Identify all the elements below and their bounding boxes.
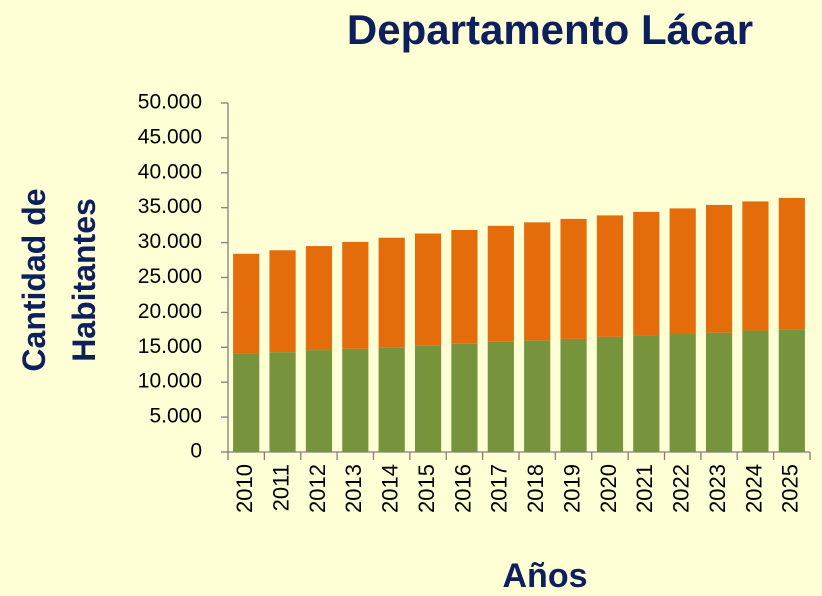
y-tick-label: 10.000 [138,370,202,393]
x-tick-label: 2014 [378,464,403,513]
bar-segment [269,250,296,353]
x-tick-label: 2011 [268,464,293,511]
bar-segment [269,352,296,452]
bar-segment [305,350,333,452]
bar-segment [487,341,514,452]
x-tick-label: 2021 [632,464,657,513]
bar-segment [414,345,442,452]
bar-segment [451,343,478,452]
bar-segment [524,222,551,341]
bar-segment [633,335,660,452]
bar-segment [378,237,405,348]
y-tick-label: 20.000 [138,300,202,323]
x-tick-label: 2012 [305,464,330,513]
x-tick-label: 2019 [559,464,584,513]
bar-segment [633,211,660,336]
x-tick-label: 2020 [596,464,621,513]
bar-segment [596,336,624,452]
y-tick-label: 30.000 [138,230,202,253]
x-tick-label: 2025 [778,464,803,513]
bar-segment [233,353,260,452]
bar-segment [524,340,551,452]
x-tick-label: 2022 [669,464,694,513]
bar-segment [596,215,624,337]
bar-segment [414,233,442,346]
chart-title: Departamento Lácar [347,6,753,53]
x-tick-label: 2016 [450,464,475,513]
y-tick-label: 50.000 [138,91,202,114]
x-axis-title: Años [503,557,588,595]
y-tick-label: 15.000 [138,335,202,358]
bar-segment [451,230,478,344]
y-tick-label: 45.000 [138,125,202,148]
bar-segment [778,329,805,452]
x-tick-label: 2010 [232,464,257,513]
x-tick-label: 2018 [523,464,548,513]
bar-segment [669,334,696,452]
bar-segment [669,208,696,335]
x-tick-label: 2015 [414,464,439,513]
y-tick-label: 40.000 [138,160,202,183]
bar-segment [560,338,587,452]
y-axis-title: Cantidad de Habitantes [16,188,102,371]
bar-segment [378,347,405,452]
bar-segment [742,201,769,331]
bar-segment [305,246,333,351]
bar-segment [705,332,733,452]
bar-segment [705,204,733,333]
y-tick-label: 35.000 [138,195,202,218]
bar-segment [778,197,805,330]
x-tick-label: 2013 [341,464,366,513]
bar-segment [233,253,260,354]
bar-segment [742,330,769,452]
x-tick-label: 2017 [487,464,512,513]
bar-segment [342,241,369,349]
bar-segment [342,348,369,452]
x-tick-label: 2024 [741,464,766,513]
x-tick-label: 2023 [705,464,730,513]
y-tick-label: 25.000 [138,265,202,288]
y-tick-label: 0 [190,440,202,463]
bar-segment [487,225,514,342]
bar-segment [560,218,587,339]
y-tick-label: 5.000 [149,405,202,428]
